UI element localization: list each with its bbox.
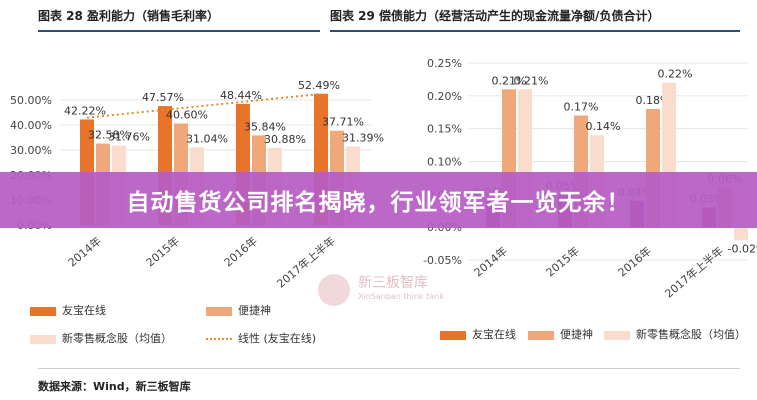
data-source: 数据来源：Wind，新三板智库	[38, 380, 191, 393]
data-label: 31.39%	[342, 132, 384, 145]
y-tick-label: 0.10%	[427, 156, 462, 169]
chart-title-solvency: 图表 29 偿债能力（经营活动产生的现金流量净额/负债合计）	[330, 9, 660, 23]
data-label: 37.71%	[322, 116, 364, 129]
data-label: 0.18%	[636, 94, 671, 107]
source-divider	[38, 368, 740, 369]
legend-item: 友宝在线	[440, 326, 516, 342]
trendline	[86, 92, 322, 119]
legend-label: 新零售概念股（均值）	[62, 332, 172, 345]
legend-swatch	[528, 330, 554, 340]
x-tick-label: 2015年	[143, 234, 182, 270]
legend-item: 友宝在线	[30, 302, 106, 318]
legend-item: 便捷神	[528, 326, 593, 342]
data-label: 0.14%	[586, 120, 621, 133]
title-divider	[330, 30, 740, 32]
data-label: 0.21%	[514, 74, 549, 87]
data-label: 31.76%	[108, 131, 150, 144]
x-tick-label: 2014年	[65, 234, 104, 270]
x-tick-label: 2016年	[615, 244, 654, 280]
data-label: 32.58%	[88, 129, 130, 142]
legend-item: 新零售概念股（均值）	[604, 326, 746, 342]
watermark-name: 新三板智库	[358, 275, 428, 291]
y-tick-label: 50.00%	[10, 94, 52, 107]
headline-banner: 自动售货公司排名揭晓，行业领军者一览无余！	[0, 172, 757, 228]
data-label: 31.04%	[186, 132, 228, 145]
y-tick-label: 0.15%	[427, 123, 462, 136]
data-label: 30.88%	[264, 133, 306, 146]
legend-label: 友宝在线	[472, 328, 516, 341]
legend-swatch	[30, 306, 56, 316]
headline-text: 自动售货公司排名揭晓，行业领军者一览无余！	[126, 190, 631, 216]
y-tick-label: 30.00%	[10, 144, 52, 157]
legend-label: 便捷神	[560, 328, 593, 341]
legend-swatch	[440, 330, 466, 340]
legend-line-swatch	[206, 338, 232, 340]
watermark-subtitle: XinSanban think tank	[358, 292, 444, 301]
bar-新零售概念股（均值）	[734, 227, 748, 241]
chart-title-profitability: 图表 28 盈利能力（销售毛利率）	[38, 9, 220, 23]
x-tick-label: 2015年	[543, 244, 582, 280]
y-tick-label: 0.25%	[427, 57, 462, 70]
data-label: 0.22%	[658, 68, 693, 81]
data-label: 52.49%	[298, 79, 340, 92]
x-tick-label: 2016年	[221, 234, 260, 270]
watermark: 新三板智库 XinSanban think tank	[318, 270, 478, 310]
data-label: -0.02%	[728, 242, 757, 255]
data-label: 0.21%	[492, 74, 527, 87]
watermark-logo-icon	[318, 274, 350, 306]
legend-item: 线性 (友宝在线)	[206, 330, 316, 346]
data-label: 48.44%	[220, 89, 262, 102]
legend-swatch	[206, 306, 232, 316]
legend-item: 便捷神	[206, 302, 271, 318]
legend-label: 便捷神	[238, 304, 271, 317]
data-label: 42.22%	[64, 104, 106, 117]
legend-label: 线性 (友宝在线)	[238, 332, 317, 345]
title-divider	[38, 30, 320, 32]
data-label: 40.60%	[166, 109, 208, 122]
legend-swatch	[30, 334, 56, 344]
y-tick-label: 40.00%	[10, 119, 52, 132]
data-label: 35.84%	[244, 120, 286, 133]
legend-item: 新零售概念股（均值）	[30, 330, 172, 346]
x-tick-label: 2017年上半年	[662, 244, 726, 301]
legend-label: 友宝在线	[62, 304, 106, 317]
y-tick-label: -0.05%	[423, 254, 462, 267]
data-label: 0.17%	[564, 101, 599, 114]
legend-swatch	[604, 330, 630, 340]
data-label: 47.57%	[142, 91, 184, 104]
legend-label: 新零售概念股（均值）	[636, 328, 746, 341]
y-tick-label: 0.20%	[427, 90, 462, 103]
